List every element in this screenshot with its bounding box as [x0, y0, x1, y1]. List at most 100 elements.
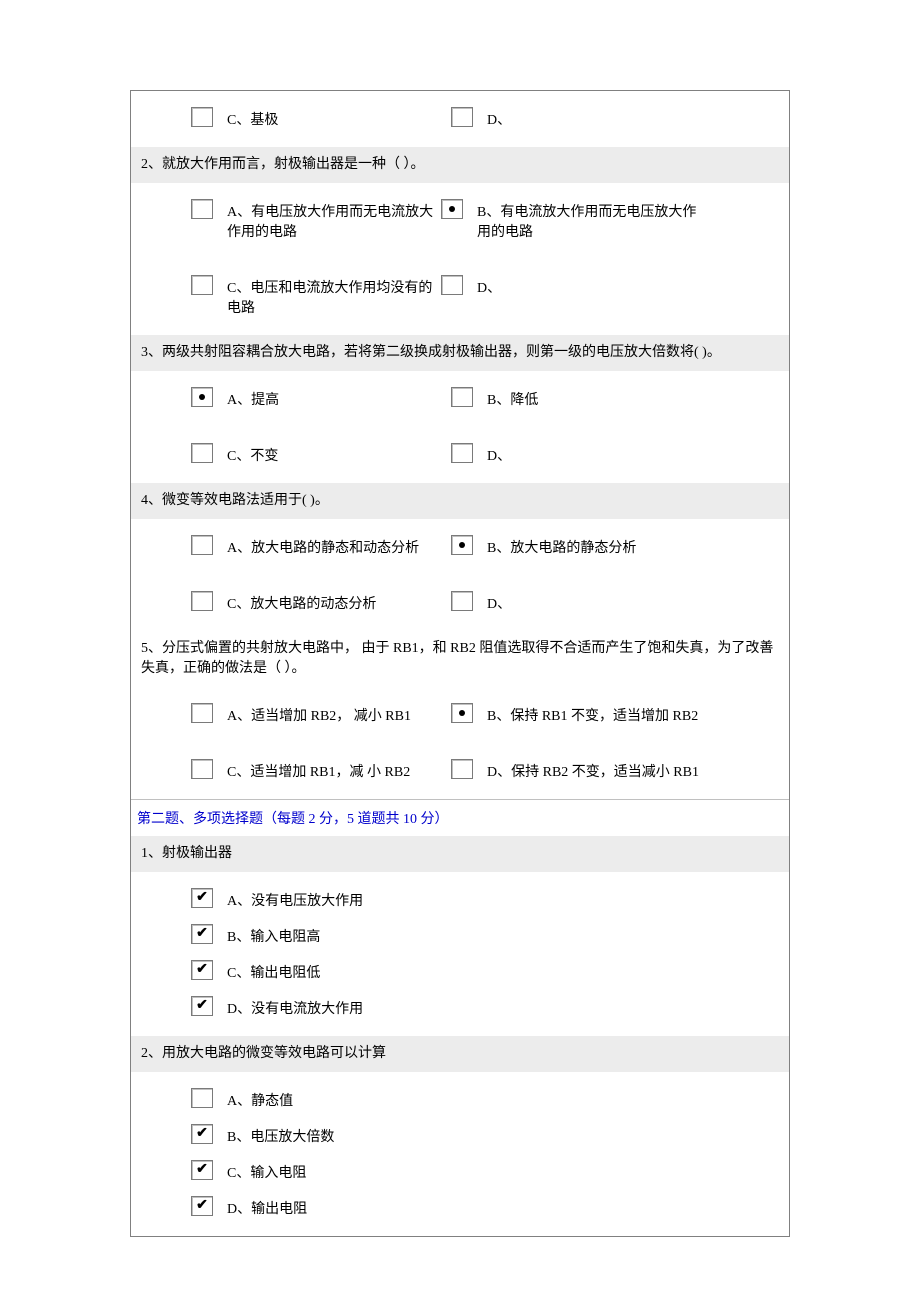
option-label: C、不变: [227, 443, 278, 467]
option-label: C、电压和电流放大作用均没有的电路: [227, 275, 441, 319]
option-label: C、放大电路的动态分析: [227, 591, 376, 615]
mq1-option-c[interactable]: ✔ C、输出电阻低: [191, 954, 711, 990]
radio-icon: [451, 387, 473, 407]
q2-options-row2: C、电压和电流放大作用均没有的电路 D、: [131, 259, 789, 335]
q4-option-a[interactable]: A、放大电路的静态和动态分析: [191, 529, 451, 565]
check-mark-icon: ✔: [196, 1199, 208, 1213]
radio-icon: [441, 275, 463, 295]
q3-option-d[interactable]: D、: [451, 437, 711, 473]
q3-option-a[interactable]: A、提高: [191, 381, 451, 417]
check-mark-icon: ✔: [196, 891, 208, 905]
q4-option-d[interactable]: D、: [451, 585, 711, 621]
radio-selected-icon: [199, 394, 205, 400]
option-label: C、适当增加 RB1，减 小 RB2: [227, 759, 410, 783]
option-label: A、放大电路的静态和动态分析: [227, 535, 419, 559]
radio-icon: [451, 703, 473, 723]
option-label: A、适当增加 RB2， 减小 RB1: [227, 703, 411, 727]
mq2-options: A、静态值 ✔ B、电压放大倍数 ✔ C、输入电阻 ✔ D、输出电阻: [131, 1072, 789, 1236]
radio-icon: [191, 199, 213, 219]
mq2-option-b[interactable]: ✔ B、电压放大倍数: [191, 1118, 711, 1154]
option-label: C、输入电阻: [227, 1160, 306, 1184]
q5-text: 5、分压式偏置的共射放大电路中， 由于 RB1，和 RB2 阻值选取得不合适而产…: [131, 631, 789, 687]
option-label: D、保持 RB2 不变，适当减小 RB1: [487, 759, 699, 783]
q5-option-c[interactable]: C、适当增加 RB1，减 小 RB2: [191, 753, 451, 789]
checkbox-icon: ✔: [191, 960, 213, 980]
q5-options-row2: C、适当增加 RB1，减 小 RB2 D、保持 RB2 不变，适当减小 RB1: [131, 743, 789, 799]
radio-icon: [191, 591, 213, 611]
q3-option-b[interactable]: B、降低: [451, 381, 711, 417]
radio-icon: [191, 387, 213, 407]
option-label: A、有电压放大作用而无电流放大作用的电路: [227, 199, 441, 243]
option-label: B、有电流放大作用而无电压放大作用的电路: [477, 199, 701, 243]
radio-icon: [441, 199, 463, 219]
q5-option-d[interactable]: D、保持 RB2 不变，适当减小 RB1: [451, 753, 711, 789]
option-label: B、放大电路的静态分析: [487, 535, 636, 559]
radio-selected-icon: [459, 542, 465, 548]
checkbox-icon: ✔: [191, 1196, 213, 1216]
q4-option-b[interactable]: B、放大电路的静态分析: [451, 529, 711, 565]
q4-option-c[interactable]: C、放大电路的动态分析: [191, 585, 451, 621]
mq1-option-b[interactable]: ✔ B、输入电阻高: [191, 918, 711, 954]
q2-option-a[interactable]: A、有电压放大作用而无电流放大作用的电路: [191, 193, 441, 249]
check-mark-icon: ✔: [196, 927, 208, 941]
q5-option-b[interactable]: B、保持 RB1 不变，适当增加 RB2: [451, 697, 711, 733]
radio-icon: [451, 759, 473, 779]
radio-icon: [451, 107, 473, 127]
mq1-option-d[interactable]: ✔ D、没有电流放大作用: [191, 990, 711, 1026]
radio-icon: [191, 535, 213, 555]
radio-icon: [451, 535, 473, 555]
q1-options-row2: C、基极 D、: [131, 91, 789, 147]
radio-icon: [191, 275, 213, 295]
radio-selected-icon: [459, 710, 465, 716]
option-label: A、没有电压放大作用: [227, 888, 363, 912]
mq2-option-d[interactable]: ✔ D、输出电阻: [191, 1190, 711, 1226]
q3-options-row1: A、提高 B、降低: [131, 371, 789, 427]
option-label: D、: [487, 107, 511, 131]
check-mark-icon: ✔: [196, 1127, 208, 1141]
q2-option-c[interactable]: C、电压和电流放大作用均没有的电路: [191, 269, 441, 325]
option-label: B、输入电阻高: [227, 924, 320, 948]
checkbox-icon: [191, 1088, 213, 1108]
check-mark-icon: ✔: [196, 999, 208, 1013]
section2-header: 第二题、多项选择题（每题 2 分，5 道题共 10 分）: [131, 799, 789, 836]
checkbox-icon: ✔: [191, 1160, 213, 1180]
q2-option-b[interactable]: B、有电流放大作用而无电压放大作用的电路: [441, 193, 701, 249]
option-label: B、保持 RB1 不变，适当增加 RB2: [487, 703, 698, 727]
mq2-text: 2、用放大电路的微变等效电路可以计算: [131, 1036, 789, 1072]
radio-icon: [451, 443, 473, 463]
option-label: B、电压放大倍数: [227, 1124, 334, 1148]
q1-option-d[interactable]: D、: [451, 101, 711, 137]
q2-options-row1: A、有电压放大作用而无电流放大作用的电路 B、有电流放大作用而无电压放大作用的电…: [131, 183, 789, 259]
option-label: A、静态值: [227, 1088, 293, 1112]
radio-icon: [191, 703, 213, 723]
mq2-option-c[interactable]: ✔ C、输入电阻: [191, 1154, 711, 1190]
checkbox-icon: ✔: [191, 924, 213, 944]
radio-icon: [451, 591, 473, 611]
q4-options-row2: C、放大电路的动态分析 D、: [131, 575, 789, 631]
option-label: D、: [487, 443, 511, 467]
q1-option-c[interactable]: C、基极: [191, 101, 451, 137]
option-label: D、没有电流放大作用: [227, 996, 363, 1020]
q4-text: 4、微变等效电路法适用于( )。: [131, 483, 789, 519]
mq2-option-a[interactable]: A、静态值: [191, 1082, 711, 1118]
option-label: D、输出电阻: [227, 1196, 307, 1220]
option-label: C、输出电阻低: [227, 960, 320, 984]
mq1-text: 1、射极输出器: [131, 836, 789, 872]
q2-option-d[interactable]: D、: [441, 269, 701, 325]
check-mark-icon: ✔: [196, 963, 208, 977]
exam-frame: C、基极 D、 2、就放大作用而言，射极输出器是一种（ ）。 A、有电压放大作用…: [130, 90, 790, 1237]
radio-icon: [191, 443, 213, 463]
q3-option-c[interactable]: C、不变: [191, 437, 451, 473]
option-label: D、: [477, 275, 501, 299]
option-label: B、降低: [487, 387, 538, 411]
q5-option-a[interactable]: A、适当增加 RB2， 减小 RB1: [191, 697, 451, 733]
q3-options-row2: C、不变 D、: [131, 427, 789, 483]
q3-text: 3、两级共射阻容耦合放大电路，若将第二级换成射极输出器，则第一级的电压放大倍数将…: [131, 335, 789, 371]
q5-options-row1: A、适当增加 RB2， 减小 RB1 B、保持 RB1 不变，适当增加 RB2: [131, 687, 789, 743]
q4-options-row1: A、放大电路的静态和动态分析 B、放大电路的静态分析: [131, 519, 789, 575]
option-label: C、基极: [227, 107, 278, 131]
mq1-option-a[interactable]: ✔ A、没有电压放大作用: [191, 882, 711, 918]
option-label: D、: [487, 591, 511, 615]
option-label: A、提高: [227, 387, 279, 411]
check-mark-icon: ✔: [196, 1163, 208, 1177]
